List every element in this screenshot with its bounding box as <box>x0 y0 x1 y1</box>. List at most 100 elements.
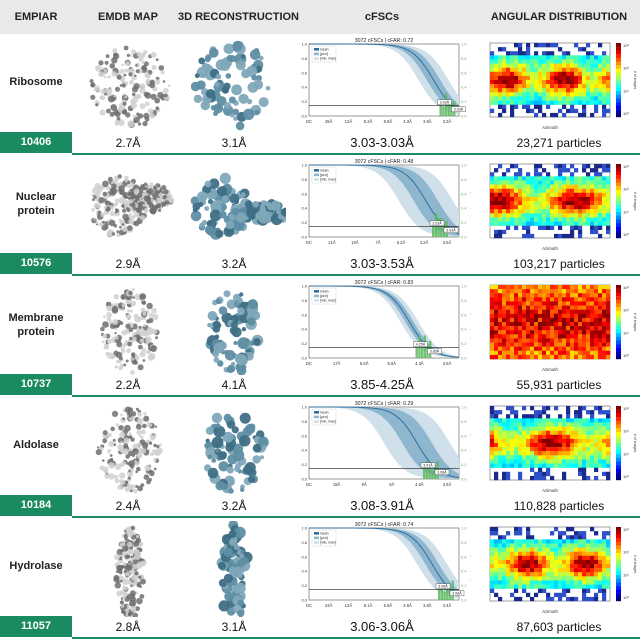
cfsc-ytick: 0.8 <box>301 540 307 545</box>
cfsc-legend-swatch <box>314 173 319 177</box>
cfsc-ytick: 1.0 <box>301 284 307 289</box>
colorbar-tick: 10¹ <box>623 451 629 456</box>
cfsc-right-ytick: 0.2 <box>461 462 467 467</box>
cfsc-xtick: 5.8Å <box>387 361 396 366</box>
cfsc-legend-entry: [μ±σ] <box>320 173 328 177</box>
cfsc-title: 3072 cFSCs | cFAR: 0.72 <box>355 38 414 44</box>
resolution-label-box <box>429 220 445 226</box>
cfsc-histogram-bar <box>439 104 442 116</box>
resolution-label: 3.06Å <box>452 591 462 596</box>
colorbar-tick: 10⁰ <box>623 595 629 600</box>
cfsc-histogram-bar <box>420 342 424 358</box>
cfsc-xtick: 5.2Å <box>397 240 406 245</box>
emdb-density <box>100 288 160 375</box>
angular-xlabel: Azimuth <box>542 125 558 130</box>
cfsc-xtick: DC <box>306 361 312 366</box>
cfsc-std-band <box>309 528 459 597</box>
cfsc-histogram-bar <box>438 585 441 600</box>
angular-distribution-plot: 10³ 10² 10¹ 10⁰ # of images Azimuth <box>489 405 637 493</box>
cfsc-plot: 3072 cFSCs | cFAR: 0.74 3.06Å 3.06Å mean[μ±… <box>301 522 471 608</box>
header-angular-distribution: ANGULAR DISTRIBUTION <box>490 11 628 23</box>
reconstruction-density <box>190 40 271 131</box>
cfsc-histogram-bar <box>443 591 446 600</box>
angular-xlabel: Azimuth <box>542 367 558 372</box>
row-name-nuclear-protein: Nuclear protein <box>15 191 57 217</box>
reconstruction-density <box>216 521 253 617</box>
colorbar <box>616 285 621 360</box>
cfsc-plot: 3072 cFSCs | cFAR: 0.29 3.91Å 3.08Å mean[μ±… <box>301 401 471 487</box>
empiar-id-badge: 10184 <box>0 495 72 516</box>
reconstruction-density <box>204 412 269 494</box>
header-cfscs: cFSCs <box>364 11 400 23</box>
cfsc-right-ytick: 0.2 <box>461 583 467 588</box>
cfsc-xtick: 18Å <box>333 482 341 487</box>
cfsc-plot: 3072 cFSCs | cFAR: 0.72 3.03Å 3.03Å mean[μ±… <box>301 38 471 124</box>
cfsc-histogram-bar <box>415 345 418 358</box>
colorbar-label: # of images <box>633 192 637 211</box>
cfsc-legend-swatch <box>314 48 319 51</box>
resolution-label-box <box>437 99 452 105</box>
emdb-resolution: 2.9Å <box>115 257 141 271</box>
cfsc-right-ytick: 0.8 <box>461 56 467 61</box>
row-divider <box>72 516 640 518</box>
cfsc-legend-entry: mean <box>320 531 329 535</box>
cfsc-legend-entry: mean <box>320 410 329 414</box>
cfsc-right-ytick: 0.0 <box>461 477 467 482</box>
cfsc-right-ytick: 0.6 <box>461 312 467 317</box>
cfsc-legend-entry: [μ±σ] <box>320 536 328 540</box>
cfsc-xtick: 3.6Å <box>443 482 452 487</box>
reconstruction-image <box>190 40 271 131</box>
cfsc-xtick: DC <box>306 482 312 487</box>
cfsc-ytick: 0.4 <box>301 569 307 574</box>
row-divider <box>72 395 640 397</box>
emdb-resolution: 2.4Å <box>115 499 141 513</box>
cfsc-xtick: 9Å <box>362 482 367 487</box>
reconstruction-image <box>190 172 286 240</box>
cfsc-xtick: 25Å <box>325 119 333 124</box>
cfsc-right-ytick: 0.6 <box>461 433 467 438</box>
colorbar-tick: 10¹ <box>623 572 629 577</box>
cfsc-ytick: 0.8 <box>301 56 307 61</box>
cfsc-histogram-bar <box>442 106 445 116</box>
resolution-label-box <box>451 106 466 112</box>
reconstruction-image <box>204 412 269 494</box>
colorbar <box>616 406 621 481</box>
cfsc-legend-entry: mean <box>320 47 329 51</box>
resolution-label: 3.53Å <box>432 221 442 226</box>
cfsc-histogram-bar <box>428 466 431 479</box>
angular-distribution-plot: 10³ 10² 10¹ 10⁰ # of images Azimuth <box>489 42 637 130</box>
cfsc-legend-entry: [μ±σ] <box>320 294 328 298</box>
colorbar-tick: 10¹ <box>623 88 629 93</box>
header-3d-reconstruction: 3D RECONSTRUCTION <box>178 11 300 23</box>
empiar-id-badge: 10737 <box>0 374 72 395</box>
cfsc-resolution-range: 3.08-3.91Å <box>350 498 414 513</box>
cfsc-legend-entry: [min, max] <box>320 299 336 303</box>
cfsc-ytick: 0.6 <box>301 554 307 559</box>
cfsc-ytick: 0.2 <box>301 99 307 104</box>
angular-distribution-plot: 10³ 10² 10¹ 10⁰ # of images Azimuth <box>489 284 637 372</box>
angular-xlabel: Azimuth <box>542 609 558 614</box>
cfsc-right-ytick: 0.0 <box>461 356 467 361</box>
cfsc-right-ytick: 0.2 <box>461 341 467 346</box>
cfsc-ytick: 0.0 <box>301 477 307 482</box>
cfsc-xtick: 3.5Å <box>443 361 452 366</box>
cfsc-legend-swatch <box>314 169 319 172</box>
colorbar-tick: 10⁰ <box>623 232 629 237</box>
emdb-map-image <box>95 406 163 494</box>
cfsc-xtick: 24Å <box>325 603 333 608</box>
colorbar-tick: 10³ <box>623 406 629 411</box>
cfsc-legend-swatch <box>314 541 319 544</box>
cfsc-right-ytick: 0.4 <box>461 206 467 211</box>
cfsc-right-ytick: 0.6 <box>461 554 467 559</box>
cfsc-xtick: 4.2Å <box>420 240 429 245</box>
cfsc-xtick: 3.5Å <box>443 240 452 245</box>
row-name-hydrolase: Hydrolase <box>9 560 63 572</box>
colorbar-tick: 10² <box>623 550 629 555</box>
cfsc-resolution-range: 3.03-3.53Å <box>350 256 414 271</box>
cfsc-right-ytick: 0.2 <box>461 220 467 225</box>
cfsc-histogram-bar <box>446 587 449 600</box>
cfsc-ytick: 0.4 <box>301 85 307 90</box>
cfsc-legend-swatch <box>314 299 319 302</box>
cfsc-right-ylabel: Histogram Frequency <box>470 305 471 340</box>
row-divider <box>72 274 640 276</box>
